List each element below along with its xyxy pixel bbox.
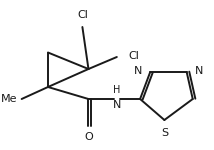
Text: O: O: [84, 132, 93, 142]
Text: N: N: [134, 66, 142, 75]
Text: N: N: [113, 100, 121, 110]
Text: Cl: Cl: [77, 10, 88, 20]
Text: S: S: [161, 128, 168, 138]
Text: Me: Me: [1, 94, 18, 104]
Text: N: N: [195, 66, 203, 75]
Text: Cl: Cl: [128, 51, 139, 61]
Text: H: H: [113, 85, 120, 95]
